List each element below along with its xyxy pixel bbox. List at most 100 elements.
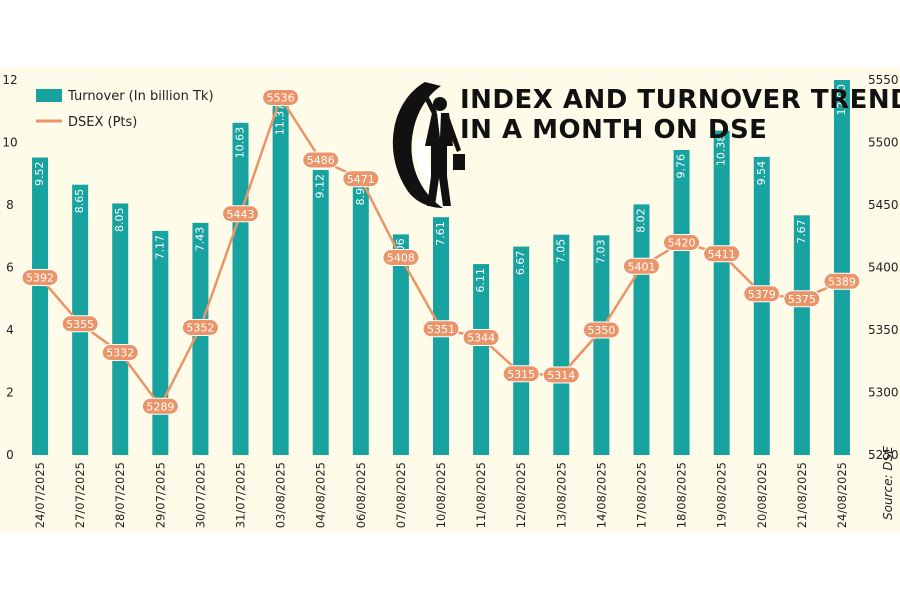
y-left-tick-label: 2 [6,386,14,400]
dsex-label-bubble [823,272,861,290]
dsex-point: 5344 [462,329,500,346]
x-tick-label: 27/07/2025 [73,462,87,528]
x-tick-label: 03/08/2025 [274,462,288,528]
turnover-value-label: 9.54 [755,161,768,186]
turnover-value-label: 7.61 [434,221,447,246]
turnover-value-label: 9.76 [675,154,688,179]
x-tick-label: 12/08/2025 [514,462,528,528]
y-right-tick-label: 5550 [868,73,899,87]
x-tick-label: 31/07/2025 [234,462,248,528]
dsex-value-label: 5420 [668,237,696,250]
dsex-value-label: 5379 [748,288,776,301]
dsex-value-label: 5401 [627,260,655,273]
y-left-tick-label: 10 [2,136,17,150]
dsex-value-label: 5486 [307,154,335,167]
dsex-value-label: 5350 [587,324,615,337]
turnover-bar [793,215,810,455]
chart-title-line: INDEX AND TURNOVER TREND [460,85,900,115]
turnover-value-label: 9.52 [33,162,46,187]
turnover-bar [753,156,770,455]
dsex-value-label: 5389 [828,275,856,288]
dsex-value-label: 5351 [427,323,455,336]
turnover-bar [713,130,730,455]
x-tick-label: 07/08/2025 [394,462,408,528]
turnover-value-label: 7.05 [554,239,567,264]
y-right-tick-label: 5400 [868,261,899,275]
dsex-point: 5389 [823,272,861,290]
dsex-point: 5332 [101,344,139,361]
x-tick-label: 21/08/2025 [795,462,809,528]
dsex-value-label: 5536 [267,92,295,105]
dsex-point: 5536 [262,89,300,106]
turnover-bar [593,235,610,455]
businessman-walking-logo [392,82,465,208]
turnover-bar [152,230,169,455]
dsex-value-label: 5375 [788,293,816,306]
x-tick-label: 11/08/2025 [474,462,488,528]
dsex-point: 5392 [21,269,59,286]
dsex-value-label: 5471 [347,173,375,186]
turnover-bar [192,222,209,455]
turnover-bar [112,203,129,455]
logo-swoosh-highlight [414,138,447,202]
x-tick-label: 17/08/2025 [634,462,648,528]
dsex-label-bubble [663,234,701,251]
legend-swatch-bar [36,89,62,102]
y-right-tick-label: 5450 [868,198,899,212]
dsex-point: 5352 [181,319,219,336]
dsex-label-bubble [622,257,660,275]
x-tick-label: 19/08/2025 [715,462,729,528]
dsex-point: 5411 [703,245,741,263]
source-note: Source: DSE [881,446,895,520]
dsex-point: 5486 [302,151,340,169]
turnover-value-label: 6.11 [474,268,487,293]
turnover-value-label: 10.63 [234,127,247,159]
y-left-tick-label: 6 [6,261,14,275]
dsex-point: 5289 [141,397,179,415]
dsex-label-bubble [141,397,179,415]
dsex-label-bubble [342,170,380,188]
turnover-value-label: 8.02 [634,208,647,233]
dsex-label-bubble [582,321,620,339]
logo-swoosh [392,82,443,208]
dsex-label-bubble [61,315,99,333]
y-right-tick-label: 5300 [868,386,899,400]
x-tick-label: 04/08/2025 [314,462,328,528]
logo-head [433,97,447,111]
turnover-value-label: 6.67 [514,251,527,276]
dsex-label-bubble [181,319,219,336]
x-tick-label: 24/07/2025 [33,462,47,528]
x-tick-label: 13/08/2025 [554,462,568,528]
x-tick-label: 29/07/2025 [153,462,167,528]
dsex-value-label: 5352 [186,322,214,335]
dsex-point: 5350 [582,321,620,339]
turnover-value-label: 7.67 [795,219,808,244]
x-tick-label: 06/08/2025 [354,462,368,528]
chart-title-line: IN A MONTH ON DSE [460,115,767,145]
logo-body [425,113,453,206]
dsex-label-bubble [101,344,139,361]
dsex-value-label: 5355 [66,318,94,331]
x-tick-label: 28/07/2025 [113,462,127,528]
y-right-tick-label: 5350 [868,323,899,337]
turnover-bar [272,99,289,455]
dsex-label-bubble [262,89,300,106]
logo-briefcase [453,154,465,170]
legend-label-turnover: Turnover (In billion Tk) [67,89,214,104]
x-tick-label: 18/08/2025 [675,462,689,528]
turnover-bar [312,170,329,455]
logo-raised-arm [423,94,437,116]
turnover-bar [32,157,49,455]
dsex-label-bubble [542,366,580,384]
dsex-label-bubble [382,249,420,266]
dsex-value-label: 5411 [708,248,736,261]
y-left-tick-label: 0 [6,448,14,462]
logo-tie [437,113,441,138]
dsex-value-label: 5392 [26,272,54,285]
turnover-bar [513,246,530,455]
turnover-bar [833,80,850,455]
turnover-bar [473,264,490,455]
dsex-value-label: 5314 [547,369,575,382]
turnover-value-label: 12.00 [835,84,848,116]
